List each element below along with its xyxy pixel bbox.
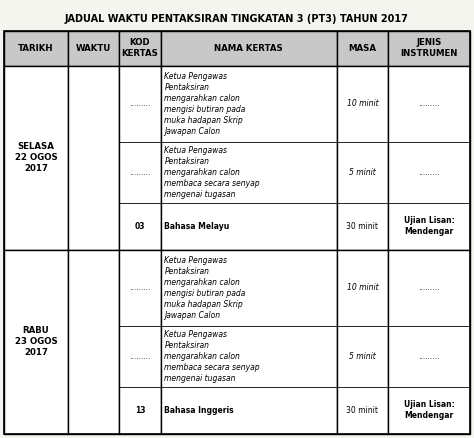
Text: WAKTU: WAKTU [76, 44, 111, 53]
Text: TARIKH: TARIKH [18, 44, 54, 53]
Bar [161, 31, 337, 66]
Bar [337, 31, 388, 66]
Text: .........: ......... [129, 168, 151, 177]
Text: .........: ......... [419, 99, 440, 108]
Bar [68, 31, 119, 66]
Text: Ketua Pengawas
Pentaksiran
mengarahkan calon
mengisi butiran pada
muka hadapan S: Ketua Pengawas Pentaksiran mengarahkan c… [164, 72, 246, 136]
Text: RABU
23 OGOS
2017: RABU 23 OGOS 2017 [15, 326, 57, 357]
Text: SELASA
22 OGOS
2017: SELASA 22 OGOS 2017 [15, 142, 57, 173]
Bar [119, 31, 161, 66]
Bar [68, 66, 119, 250]
Text: .........: ......... [419, 283, 440, 292]
Bar [161, 250, 337, 434]
Bar [4, 250, 68, 434]
Bar [388, 31, 470, 66]
Text: Bahasa Melayu: Bahasa Melayu [164, 222, 229, 231]
Bar [119, 250, 161, 434]
Text: JADUAL WAKTU PENTAKSIRAN TINGKATAN 3 (PT3) TAHUN 2017: JADUAL WAKTU PENTAKSIRAN TINGKATAN 3 (PT… [65, 14, 409, 24]
Text: .........: ......... [129, 283, 151, 292]
Bar [161, 66, 337, 250]
Bar [337, 250, 388, 434]
Text: .........: ......... [129, 99, 151, 108]
Text: Ketua Pengawas
Pentaksiran
mengarahkan calon
membaca secara senyap
mengenai tuga: Ketua Pengawas Pentaksiran mengarahkan c… [164, 146, 260, 199]
Text: 13: 13 [135, 406, 145, 415]
Text: Ketua Pengawas
Pentaksiran
mengarahkan calon
membaca secara senyap
mengenai tuga: Ketua Pengawas Pentaksiran mengarahkan c… [164, 330, 260, 383]
Bar [337, 66, 388, 250]
Text: 10 minit: 10 minit [346, 283, 378, 292]
Text: .........: ......... [129, 352, 151, 361]
Text: 5 minit: 5 minit [349, 168, 376, 177]
Text: 30 minit: 30 minit [346, 222, 378, 231]
Text: 10 minit: 10 minit [346, 99, 378, 108]
Bar [388, 66, 470, 250]
Text: 30 minit: 30 minit [346, 406, 378, 415]
Text: MASA: MASA [348, 44, 376, 53]
Text: NAMA KERTAS: NAMA KERTAS [214, 44, 283, 53]
Text: 03: 03 [135, 222, 145, 231]
Bar [388, 250, 470, 434]
Text: KOD
KERTAS: KOD KERTAS [121, 38, 158, 58]
Bar [4, 66, 68, 250]
Text: JENIS
INSTRUMEN: JENIS INSTRUMEN [401, 38, 458, 58]
Text: .........: ......... [419, 168, 440, 177]
Bar [68, 250, 119, 434]
Text: Ujian Lisan:
Mendengar: Ujian Lisan: Mendengar [404, 216, 455, 236]
Bar [119, 66, 161, 250]
Text: 5 minit: 5 minit [349, 352, 376, 361]
Text: Ujian Lisan:
Mendengar: Ujian Lisan: Mendengar [404, 400, 455, 420]
Text: Bahasa Inggeris: Bahasa Inggeris [164, 406, 234, 415]
Text: .........: ......... [419, 352, 440, 361]
Text: Ketua Pengawas
Pentaksiran
mengarahkan calon
mengisi butiran pada
muka hadapan S: Ketua Pengawas Pentaksiran mengarahkan c… [164, 256, 246, 320]
Bar [4, 31, 68, 66]
